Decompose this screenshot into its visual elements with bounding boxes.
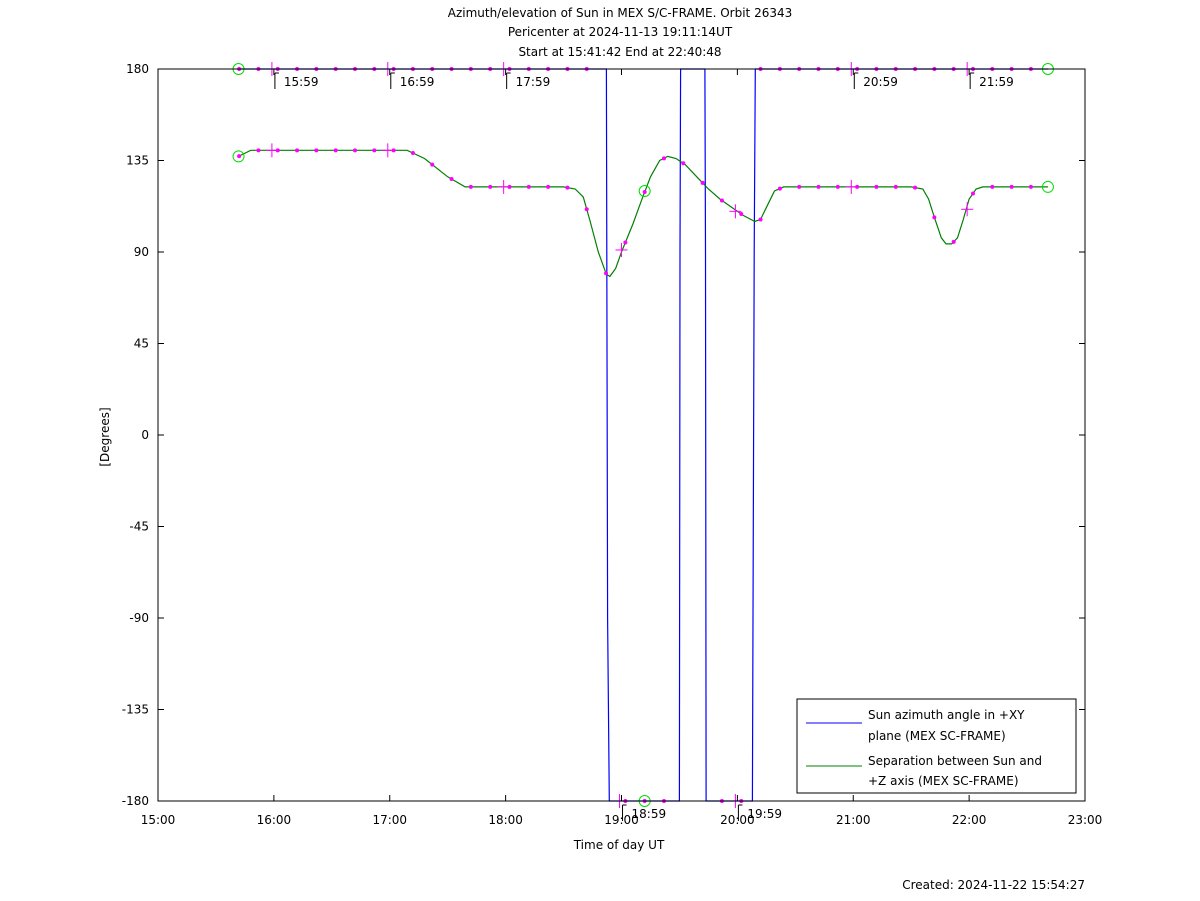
separation-sample-dot — [893, 184, 898, 189]
legend-label-separation-line-2: +Z axis (MEX SC-FRAME) — [868, 774, 1019, 788]
hour-mark-label: 20:59 — [863, 75, 898, 89]
legend-box — [796, 698, 1077, 794]
endpoint-circle-marker — [1041, 180, 1054, 193]
separation-sample-dot — [719, 198, 724, 203]
separation-sample-dot — [758, 217, 763, 222]
y-tick-label: -135 — [122, 703, 149, 717]
separation-sample-dot — [372, 148, 377, 153]
separation-sample-dot — [990, 184, 995, 189]
created-timestamp: Created: 2024-11-22 15:54:27 — [902, 878, 1085, 892]
hour-mark-label: 17:59 — [516, 75, 551, 89]
separation-sample-dot — [932, 215, 937, 220]
x-axis-label: Time of day UT — [573, 838, 665, 852]
y-tick-label: 90 — [134, 245, 149, 259]
separation-sample-dot — [681, 161, 686, 166]
x-tick-label: 20:00 — [720, 813, 755, 827]
separation-sample-dot — [777, 186, 782, 191]
separation-sample-dot — [333, 148, 338, 153]
legend: Sun azimuth angle in +XY plane (MEX SC-F… — [796, 698, 1077, 794]
x-tick-labels: 15:00 16:00 17:00 18:00 19:00 20:00 21:00 22:00… — [141, 813, 1103, 827]
x-tick-label: 17:00 — [372, 813, 407, 827]
hour-mark-label: 19:59 — [747, 807, 782, 821]
separation-sample-dot — [642, 190, 647, 195]
endpoint-circle-marker — [232, 150, 245, 163]
x-tick-label: 22:00 — [952, 813, 987, 827]
separation-sample-dot — [584, 207, 589, 212]
hour-mark-label: 15:59 — [284, 75, 319, 89]
legend-label-azimuth-line-1: Sun azimuth angle in +XY — [868, 708, 1025, 722]
separation-sample-dot — [295, 148, 300, 153]
endpoint-circle-marker — [638, 185, 651, 197]
x-tick-label: 15:00 — [141, 813, 176, 827]
y-tick-labels: 180 135 90 45 0 -45 -90 -135 -180 — [122, 62, 149, 808]
plot-frame — [157, 68, 1086, 802]
series-line-separation — [238, 149, 1048, 278]
y-tick-label: -90 — [129, 611, 149, 625]
hour-mark-label: 18:59 — [632, 807, 667, 821]
separation-sample-dot — [565, 185, 570, 190]
x-tick-label: 19:00 — [604, 813, 639, 827]
separation-sample-dot — [1028, 184, 1033, 189]
separation-sample-dot — [256, 148, 261, 153]
separation-sample-dot — [546, 184, 551, 189]
separation-sample-dot — [874, 184, 879, 189]
separation-sample-dot — [700, 180, 705, 185]
separation-sample-dot — [410, 151, 415, 156]
hour-marks: 15:59 16:59 17:59 18:59 19:59 20:59 21:59 — [274, 72, 1014, 821]
separation-sample-dot — [797, 184, 802, 189]
separation-sample-dot — [739, 212, 744, 217]
separation-sample-dot — [449, 177, 454, 182]
hour-mark-label: 21:59 — [979, 75, 1014, 89]
separation-sample-dot — [314, 148, 319, 153]
separation-sample-dot — [835, 184, 840, 189]
separation-sample-dot — [970, 191, 975, 196]
x-tick-label: 18:00 — [488, 813, 523, 827]
separation-sample-dot — [468, 184, 473, 189]
chart-title-line-1: Azimuth/elevation of Sun in MEX S/C-FRAM… — [448, 6, 793, 20]
separation-sample-dot — [430, 162, 435, 167]
chart-title-line-2: Pericenter at 2024-11-13 19:11:14UT — [508, 25, 733, 39]
legend-label-azimuth-line-2: plane (MEX SC-FRAME) — [868, 729, 1006, 743]
x-tick-label: 16:00 — [257, 813, 292, 827]
separation-sample-dot — [816, 184, 821, 189]
x-tick-label: 23:00 — [1068, 813, 1103, 827]
y-tick-label: -180 — [122, 794, 149, 808]
separation-sample-dot — [1009, 184, 1014, 189]
separation-sample-dot — [526, 184, 531, 189]
y-tick-label: 45 — [134, 337, 149, 351]
hour-mark-label: 16:59 — [400, 75, 435, 89]
y-tick-label: 135 — [126, 154, 149, 168]
separation-sample-dot — [604, 271, 609, 276]
separation-sample-dot — [488, 184, 493, 189]
separation-sample-dot — [913, 185, 918, 190]
y-tick-label: -45 — [129, 520, 149, 534]
legend-label-separation-line-1: Separation between Sun and — [868, 754, 1042, 768]
separation-sample-dot — [661, 156, 666, 161]
y-tick-label: 180 — [126, 62, 149, 76]
x-tick-label: 21:00 — [836, 813, 871, 827]
separation-sample-dot — [237, 154, 242, 159]
y-tick-label: 0 — [141, 428, 149, 442]
chart-title-line-3: Start at 15:41:42 End at 22:40:48 — [518, 45, 721, 59]
y-axis-label: [Degrees] — [98, 407, 112, 466]
separation-sample-dot — [623, 240, 628, 245]
separation-sample-dot — [951, 239, 956, 244]
separation-sample-dot — [352, 148, 357, 153]
